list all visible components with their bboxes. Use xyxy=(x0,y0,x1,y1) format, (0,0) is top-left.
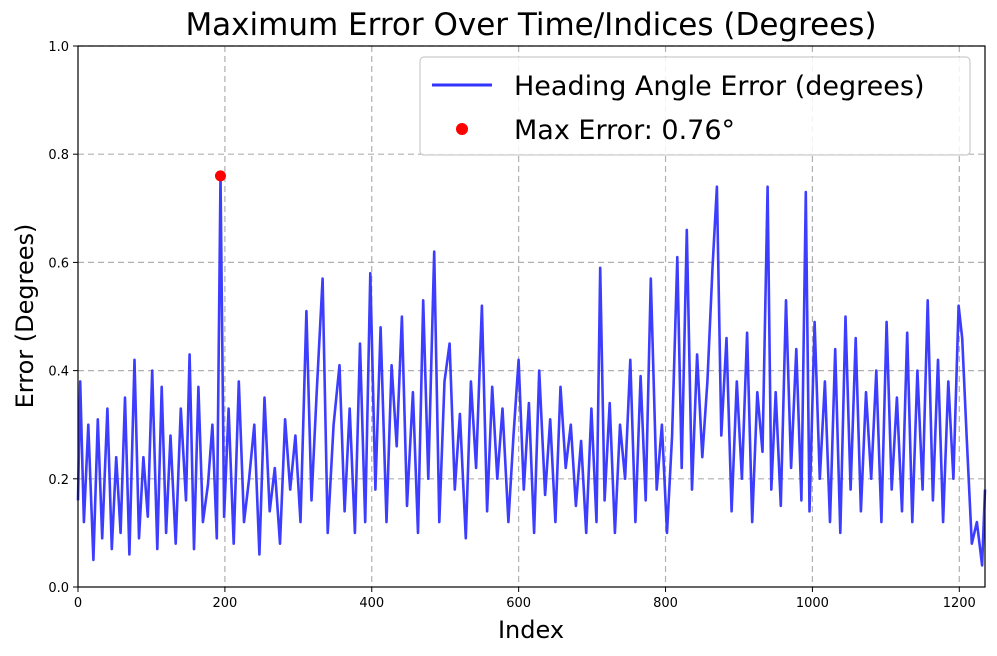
x-axis-ticks: 0 200 400 600 800 1000 1200 xyxy=(74,587,976,611)
y-axis-label: Error (Degrees) xyxy=(11,224,39,409)
x-tick-label: 400 xyxy=(359,596,384,611)
legend: Heading Angle Error (degrees) Max Error:… xyxy=(419,56,971,156)
chart-title: Maximum Error Over Time/Indices (Degrees… xyxy=(185,7,876,43)
legend-marker-label: Max Error: 0.76° xyxy=(514,115,735,146)
x-tick-label: 1000 xyxy=(796,596,829,611)
y-tick-label: 0.4 xyxy=(48,365,69,380)
x-tick-label: 0 xyxy=(74,596,82,611)
y-axis-ticks: 0.0 0.2 0.4 0.6 0.8 1.0 xyxy=(48,40,78,596)
series-line xyxy=(76,174,987,567)
y-tick-label: 1.0 xyxy=(48,40,69,55)
max-error-point xyxy=(214,170,226,182)
legend-marker-swatch xyxy=(456,123,468,135)
plot-frame xyxy=(77,45,986,588)
legend-box xyxy=(419,56,971,156)
y-tick-label: 0.6 xyxy=(48,256,69,271)
marker-layer xyxy=(214,170,226,182)
legend-series-label: Heading Angle Error (degrees) xyxy=(514,71,925,102)
x-tick-label: 200 xyxy=(212,596,237,611)
x-tick-label: 800 xyxy=(653,596,678,611)
x-axis-label: Index xyxy=(498,616,564,644)
y-tick-label: 0.2 xyxy=(48,473,69,488)
x-tick-label: 600 xyxy=(506,596,531,611)
y-tick-label: 0.0 xyxy=(48,581,69,596)
y-tick-label: 0.8 xyxy=(48,148,69,163)
x-tick-label: 1200 xyxy=(943,596,976,611)
series-layer xyxy=(76,174,987,567)
